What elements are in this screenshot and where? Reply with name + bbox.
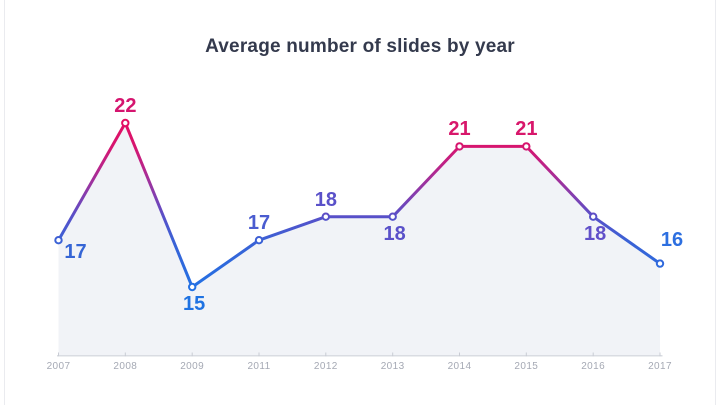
x-tick-label-2012: 2012 [313,361,338,372]
x-tick-label-2013: 2013 [380,361,405,372]
data-point[interactable] [54,236,63,245]
point-value-label: 18 [314,188,337,211]
area-fill [58,123,660,356]
data-point[interactable] [121,118,130,128]
point-value-label: 16 [660,228,684,251]
data-point[interactable] [254,236,264,245]
data-point[interactable] [388,212,397,221]
slide-edge-right [715,0,716,405]
point-value-label: 22 [114,95,137,117]
x-tick-label-2007: 2007 [46,361,71,372]
point-value-label: 18 [584,222,607,245]
data-point[interactable] [655,259,665,268]
data-point[interactable] [321,212,330,221]
point-value-label: 21 [515,118,538,141]
data-point[interactable] [589,212,598,221]
x-tick-label-2008: 2008 [113,361,138,372]
data-point[interactable] [522,142,531,151]
point-value-label: 18 [383,222,406,245]
point-value-label: 21 [448,118,471,141]
chart-title: Average number of slides by year [205,36,515,57]
x-tick-label-2014: 2014 [447,361,472,372]
point-value-label: 17 [64,241,87,264]
x-tick-label-2009: 2009 [180,361,205,372]
point-value-label: 15 [183,293,206,315]
x-tick-label-2017: 2017 [648,361,672,372]
slide-edge-left [4,0,5,405]
x-tick-label-2011: 2011 [247,361,271,372]
data-point[interactable] [188,282,197,292]
x-tick-label-2016: 2016 [581,361,606,372]
point-value-label: 17 [247,212,271,235]
x-tick-label-2015: 2015 [514,361,539,372]
data-line [57,121,662,289]
data-point[interactable] [455,142,464,151]
